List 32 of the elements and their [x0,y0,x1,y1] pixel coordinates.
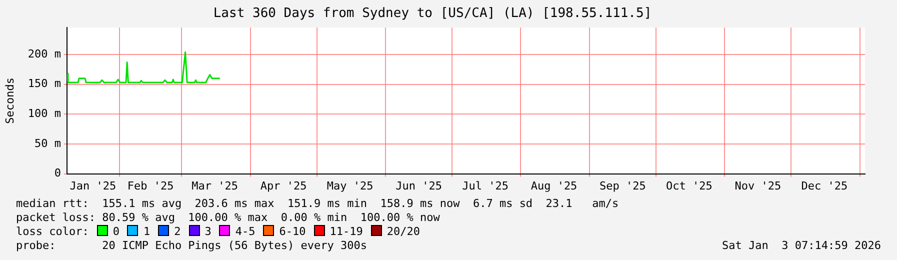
x-tick-label: Sep '25 [600,179,646,192]
text: 6-10 [279,225,306,238]
text: 0 [112,225,120,238]
x-tick-label: Jun '25 [396,179,442,192]
text: 1 [143,225,150,238]
x-tick-label: Mar '25 [192,179,238,192]
text: 2 [174,225,181,238]
y-tick-label: 50 m [34,136,62,150]
text: 20/20 [386,225,420,238]
x-tick-label: Nov '25 [734,179,782,192]
y-tick-label: 100 m [28,106,62,120]
x-tick-label: Dec '25 [801,179,848,192]
x-tick-label: Jul '25 [462,179,508,192]
text: 11-19 [330,225,363,238]
y-axis-title: Seconds [3,78,16,124]
text: loss color: [16,225,89,238]
x-tick-label: Feb '25 [127,179,174,192]
x-tick-label: Oct '25 [666,179,712,192]
x-tick-label: Jan '25 [70,179,116,192]
y-tick-label: 150 m [28,77,62,90]
x-tick-label: Apr '25 [260,179,307,192]
text: 3 [204,225,212,238]
text: packet loss: 80.59 % avg 100.00 % max 0.00 % min 100.00 % now [16,211,440,225]
text: probe: 20 ICMP Echo Pings (56 Bytes) every 300s [16,239,367,253]
chart-title: Last 360 Days from Sydney to [US/CA] (LA) [198.55.111.5] [213,6,652,22]
y-tick-label: 0 [54,166,61,180]
text: median rtt: 155.1 ms avg 203.6 ms max 151.9 ms min 158.9 ms now 6.7 ms sd 23.1 am/s [16,197,619,211]
x-tick-label: Aug '25 [530,179,578,192]
y-tick-label: 200 m [28,47,62,60]
text: 4-5 [235,225,256,238]
text: Sat Jan 3 07:14:59 2026 [722,239,881,253]
x-tick-label: May '25 [326,179,374,192]
